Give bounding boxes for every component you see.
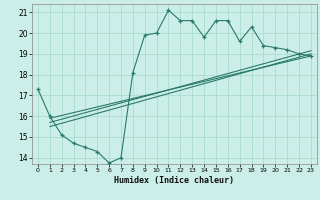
X-axis label: Humidex (Indice chaleur): Humidex (Indice chaleur) bbox=[115, 176, 234, 185]
